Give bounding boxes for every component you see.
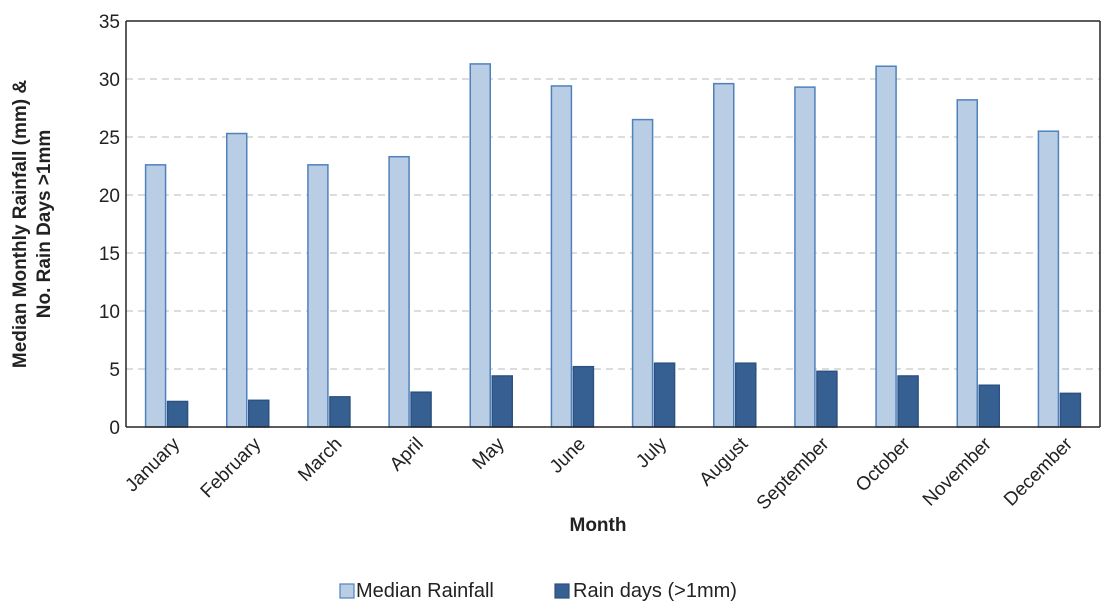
y-axis-title: Median Monthly Rainfall (mm) & No. Rain … [10, 80, 55, 368]
bar-median-rainfall [875, 65, 897, 428]
x-tick-label: January [121, 433, 184, 496]
x-tick-label: September [753, 433, 834, 514]
x-tick-label: December [1000, 433, 1077, 510]
bar-median-rainfall [469, 63, 491, 428]
x-tick-label: February [197, 433, 266, 502]
bar-rain-days [978, 384, 1000, 428]
bars [144, 63, 1082, 428]
x-tick-label: May [469, 433, 510, 474]
y-tick-label: 0 [109, 418, 120, 439]
bar-rain-days [166, 400, 189, 428]
bar-median-rainfall [631, 118, 654, 428]
gridlines [126, 78, 1100, 370]
bar-rain-days [329, 396, 351, 428]
bar-rain-days [897, 375, 919, 428]
bar-median-rainfall [388, 155, 410, 428]
x-tick-label: August [696, 433, 753, 490]
y-tick-label: 35 [99, 12, 120, 33]
x-axis-title: Month [570, 515, 627, 536]
legend-swatch-median-rainfall [339, 583, 355, 599]
legend-label-median-rainfall: Median Rainfall [356, 580, 494, 602]
legend: Median Rainfall Rain days (>1mm) [339, 580, 737, 602]
bar-median-rainfall [550, 85, 573, 428]
y-tick-labels: 0 5 10 15 20 25 30 35 [99, 12, 120, 439]
y-tick-label: 15 [99, 244, 120, 265]
x-tick-label: July [632, 433, 671, 472]
bar-median-rainfall [226, 132, 248, 428]
bar-rain-days [248, 399, 270, 428]
bar-median-rainfall [144, 164, 167, 428]
y-tick-label: 5 [109, 360, 120, 381]
y-tick-label: 25 [99, 128, 120, 149]
y-tick-label: 20 [99, 186, 120, 207]
x-tick-label: March [294, 434, 346, 486]
bar-median-rainfall [713, 82, 735, 428]
y-tick-label: 10 [99, 302, 120, 323]
x-tick-label: November [919, 433, 996, 510]
x-tick-label: June [546, 434, 590, 478]
bar-rain-days [491, 375, 513, 428]
x-tick-label: October [852, 433, 915, 496]
bar-rain-days [735, 362, 757, 428]
bar-rain-days [653, 362, 676, 428]
bar-rain-days [410, 391, 432, 428]
x-tick-label: April [386, 434, 428, 476]
x-tick-labels: January February March April May June July Augu… [121, 433, 1077, 514]
legend-swatch-rain-days [554, 583, 570, 599]
y-axis-title-line1: Median Monthly Rainfall (mm) & [10, 80, 31, 368]
y-tick-label: 30 [99, 70, 120, 91]
y-axis-title-line2: No. Rain Days >1mm [34, 130, 55, 319]
bar-median-rainfall [794, 86, 816, 428]
bar-median-rainfall [956, 99, 978, 428]
bar-median-rainfall [307, 164, 329, 428]
bar-rain-days [1059, 392, 1082, 428]
bar-median-rainfall [1037, 130, 1060, 428]
bar-rain-days [572, 365, 595, 428]
legend-label-rain-days: Rain days (>1mm) [573, 580, 737, 602]
bar-rain-days [816, 370, 838, 428]
axes [125, 20, 1101, 428]
